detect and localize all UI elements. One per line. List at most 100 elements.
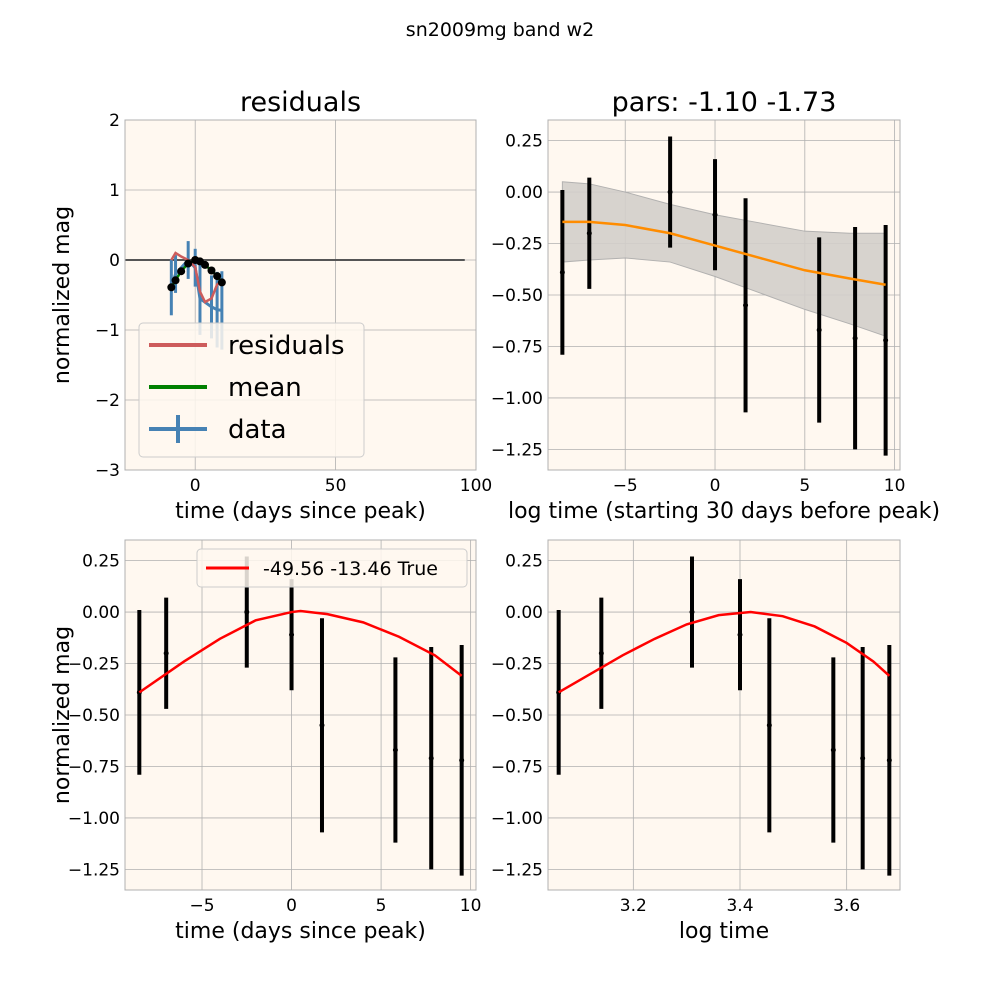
figure-title: sn2009mg band w2 xyxy=(406,19,594,41)
y-tick-label: 0.00 xyxy=(505,183,543,203)
data-point xyxy=(883,337,889,343)
y-tick-label: −0.25 xyxy=(68,655,120,675)
y-tick-label: 2 xyxy=(109,111,120,131)
y-tick-label: −1.25 xyxy=(491,440,543,460)
x-tick-label: 50 xyxy=(325,476,347,496)
data-point xyxy=(392,747,398,753)
mean-point xyxy=(167,283,176,292)
mean-point xyxy=(201,260,210,269)
data-point xyxy=(712,212,718,218)
data-point xyxy=(163,650,169,656)
data-point xyxy=(459,757,465,763)
x-axis-label: log time (starting 30 days before peak) xyxy=(508,499,940,524)
data-point xyxy=(586,230,592,236)
x-tick-label: 10 xyxy=(884,476,906,496)
x-tick-label: 3.2 xyxy=(620,896,647,916)
data-point xyxy=(886,757,892,763)
y-tick-label: −1.00 xyxy=(491,389,543,409)
data-point xyxy=(244,609,250,615)
x-axis-label: log time xyxy=(679,919,769,944)
y-tick-label: 0.00 xyxy=(505,603,543,623)
x-tick-label: 0 xyxy=(710,476,721,496)
x-tick-label: 3.6 xyxy=(833,896,860,916)
panel-1: 0 50 100 −3 −2 −1 0 1 2 residuals time (days since… xyxy=(50,87,492,524)
y-tick-label: −0.50 xyxy=(68,706,120,726)
data-point xyxy=(559,269,565,275)
y-tick-label: 1 xyxy=(109,181,120,201)
data-point xyxy=(289,632,295,638)
data-point xyxy=(598,650,604,656)
y-tick-label: −0.75 xyxy=(68,757,120,777)
legend: residuals mean data xyxy=(138,322,365,458)
y-tick-label: −1.25 xyxy=(68,860,120,880)
x-tick-label: 0 xyxy=(286,896,297,916)
y-tick-label: 0.25 xyxy=(505,552,543,572)
panel-4: 3.2 3.4 3.6 −1.25 −1.00 −0.75 −0.50 −0.25 0.00 0.… xyxy=(491,539,901,944)
axes-frame xyxy=(547,119,901,471)
x-tick-label: 3.4 xyxy=(726,896,753,916)
legend-box xyxy=(138,322,365,458)
series-line-fit xyxy=(558,610,891,694)
legend-label: mean xyxy=(228,373,302,403)
panel-title: pars: -1.10 -1.73 xyxy=(612,87,837,118)
y-tick-label: −1.25 xyxy=(491,860,543,880)
data-point xyxy=(852,335,858,341)
y-tick-label: −3 xyxy=(95,461,120,481)
y-tick-label: −0.75 xyxy=(491,337,543,357)
y-tick-label: −0.25 xyxy=(491,235,543,255)
y-axis-label: normalized mag xyxy=(50,206,75,384)
legend: -49.56 -13.46 True xyxy=(196,548,468,588)
y-axis-label: normalized mag xyxy=(50,626,75,804)
mean-point xyxy=(177,267,186,276)
axes-frame xyxy=(124,119,477,471)
series-line-gp-mean xyxy=(562,220,886,286)
legend-label: residuals xyxy=(228,331,345,361)
x-axis-label: time (days since peak) xyxy=(175,499,426,524)
data-point xyxy=(689,609,695,615)
axes-frame xyxy=(547,539,901,891)
y-tick-label: −1.00 xyxy=(491,809,543,829)
data-layer xyxy=(136,556,465,876)
data-point xyxy=(428,755,434,761)
y-tick-label: −0.50 xyxy=(491,286,543,306)
data-point xyxy=(319,722,325,728)
mean-point xyxy=(207,266,216,275)
x-tick-label: 0 xyxy=(190,476,201,496)
x-tick-label: 5 xyxy=(799,476,810,496)
data-layer xyxy=(559,136,889,456)
data-layer xyxy=(125,241,465,350)
y-tick-label: 0.25 xyxy=(82,552,120,572)
series-line--49-56-13-46-True xyxy=(138,609,463,694)
data-point xyxy=(737,632,743,638)
legend-label: -49.56 -13.46 True xyxy=(263,558,438,580)
y-tick-label: −2 xyxy=(95,391,120,411)
panel-3: −5 0 5 10 −1.25 −1.00 −0.75 −0.50 −0.25 0.00 0.25 t… xyxy=(50,539,482,944)
mean-point xyxy=(213,272,222,281)
x-tick-label: 5 xyxy=(376,896,387,916)
mean-point xyxy=(217,278,226,287)
y-tick-label: 0 xyxy=(109,251,120,271)
x-axis-label: time (days since peak) xyxy=(175,919,426,944)
data-point xyxy=(816,327,822,333)
data-point xyxy=(830,747,836,753)
legend-label: data xyxy=(228,415,287,445)
legend-box xyxy=(196,548,468,588)
x-tick-label: −5 xyxy=(613,476,638,496)
y-tick-label: −1 xyxy=(95,321,120,341)
data-point xyxy=(766,722,772,728)
x-tick-label: 100 xyxy=(460,476,492,496)
y-tick-label: 0.25 xyxy=(505,132,543,152)
data-point xyxy=(667,189,673,195)
y-tick-label: −0.75 xyxy=(491,757,543,777)
x-tick-label: −5 xyxy=(189,896,214,916)
data-layer xyxy=(556,556,892,876)
y-tick-label: −0.50 xyxy=(491,706,543,726)
axes-frame xyxy=(124,539,477,891)
x-tick-label: 10 xyxy=(460,896,482,916)
series-line-residuals xyxy=(170,251,223,304)
y-tick-label: −1.00 xyxy=(68,809,120,829)
mean-point xyxy=(171,276,180,285)
mean-point xyxy=(184,259,193,268)
